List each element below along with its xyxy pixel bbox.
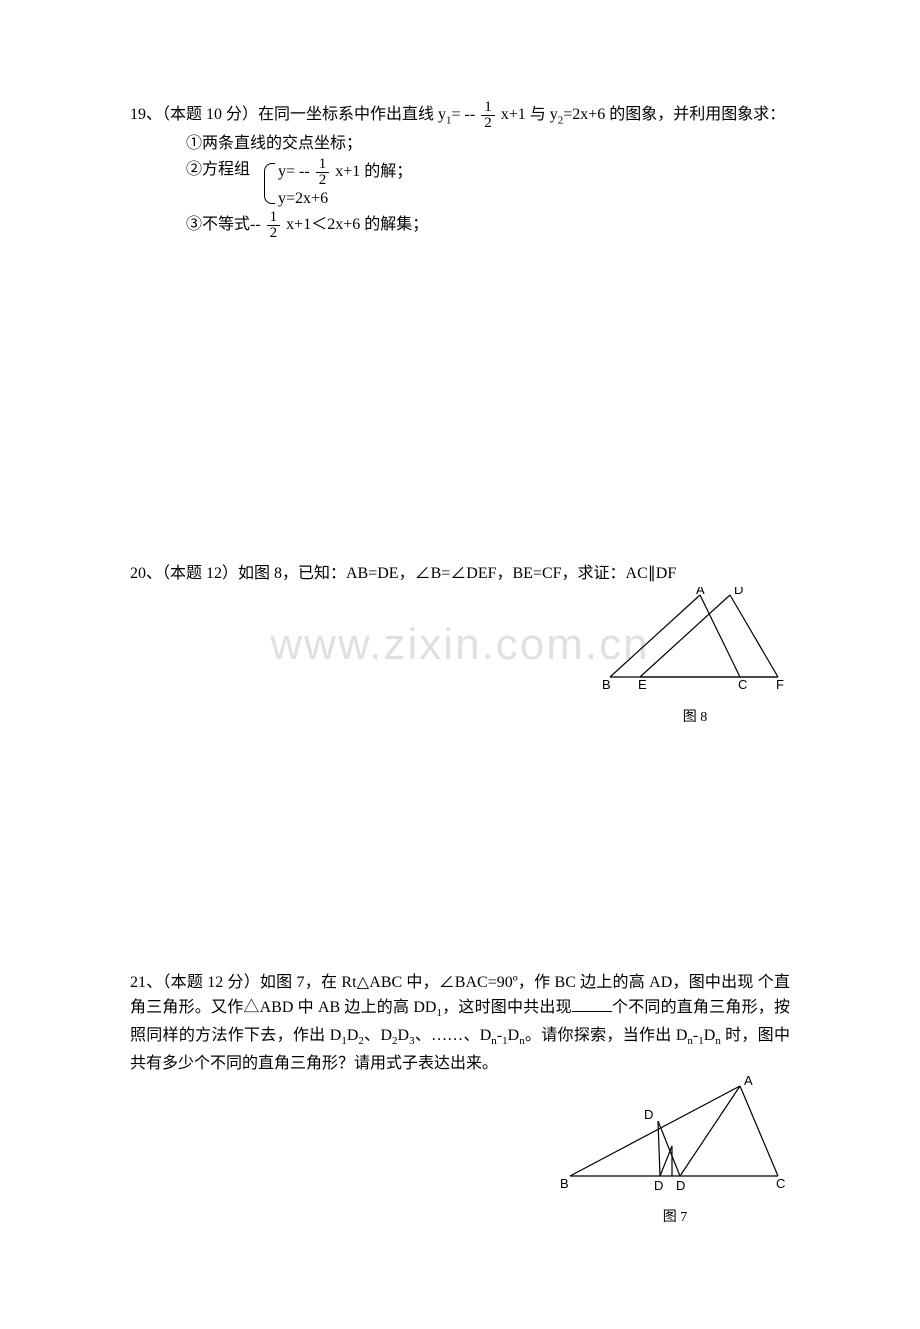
q19-line3-a: ③不等式-- [186, 216, 261, 233]
triangle-diagram-8: A D B E C F [600, 587, 790, 697]
fraction-den: 2 [267, 226, 281, 241]
ell: 、……、 [415, 1027, 480, 1044]
figure-7-caption: 图 7 [560, 1207, 790, 1229]
fraction-1: 1 2 [481, 100, 495, 131]
triangle-diagram-7: ABCDDD [560, 1076, 790, 1196]
svg-text:B: B [602, 677, 611, 692]
figure-8-caption: 图 8 [600, 707, 790, 729]
svg-text:F: F [776, 677, 784, 692]
q21-c: ，这时图中共出现 [442, 999, 572, 1016]
fraction-num: 1 [267, 210, 281, 226]
brace-eq1: y= -- 1 2 x+1 的解； [278, 157, 412, 188]
q19-text-a: 19、（本题 10 分）在同一坐标系中作出直线 y [130, 106, 446, 123]
svg-text:D: D [644, 1107, 653, 1122]
q19-text-d: =2x+6 的图象，并利用图象求： [563, 106, 785, 123]
fraction-2: 1 2 [316, 157, 330, 188]
blank-line [572, 997, 612, 1012]
question-20: 20、（本题 12）如图 8，已知：AB=DE，∠B=∠DEF，BE=CF，求证… [130, 561, 790, 730]
fraction-num: 1 [316, 157, 330, 173]
fraction-num: 1 [481, 100, 495, 116]
fraction-3: 1 2 [267, 210, 281, 241]
svg-text:A: A [696, 587, 705, 597]
brace-eq2: y=2x+6 [278, 188, 412, 210]
question-19: 19、（本题 10 分）在同一坐标系中作出直线 y 1 = -- 1 2 x+1 与… [130, 100, 790, 241]
svg-text:D: D [734, 587, 743, 597]
spacer [130, 770, 790, 970]
q19-text-c: x+1 与 y [497, 106, 558, 123]
svg-text:A: A [744, 1076, 753, 1088]
q21-text: 21、（本题 12 分）如图 7，在 Rt△ABC 中，∠BAC=90º，作 B… [130, 970, 790, 1077]
t: D [398, 1027, 410, 1044]
q19-line2: ②方程组 y= -- 1 2 x+1 的解； y=2x+6 [130, 157, 790, 210]
svg-text:B: B [560, 1176, 569, 1191]
q19-line1: ①两条直线的交点坐标； [130, 131, 790, 157]
question-21: 21、（本题 12 分）如图 7，在 Rt△ABC 中，∠BAC=90º，作 B… [130, 970, 790, 1230]
figure-7: ABCDDD 图 7 [560, 1076, 790, 1229]
q21-a: 21、（本题 12 分）如图 7，在 Rt△ABC 中，∠BAC=90º，作 B… [130, 974, 754, 991]
svg-text:C: C [738, 677, 747, 692]
svg-text:E: E [638, 677, 647, 692]
q19-line3: ③不等式-- 1 2 x+1＜2x+6 的解集； [130, 210, 790, 241]
q19-line2-pre: ②方程组 [186, 161, 250, 178]
t: D [508, 1027, 520, 1044]
q19-text-b: = -- [452, 106, 476, 123]
spacer [130, 281, 790, 561]
q19-line3-b: x+1＜2x+6 的解集； [282, 216, 428, 233]
brace-system: y= -- 1 2 x+1 的解； y=2x+6 [258, 157, 412, 210]
brace-eq1-a: y= -- [278, 163, 310, 180]
t: D [347, 1027, 359, 1044]
q20-text: 20、（本题 12）如图 8，已知：AB=DE，∠B=∠DEF，BE=CF，求证… [130, 561, 790, 587]
brace-eq1-b: x+1 的解； [331, 163, 412, 180]
fraction-den: 2 [316, 173, 330, 188]
figure-8: A D B E C F 图 8 [600, 587, 790, 730]
q21-e: 。请你探索，当作出 D [525, 1027, 688, 1044]
svg-text:D: D [654, 1178, 663, 1193]
svg-text:C: C [776, 1176, 785, 1191]
q19-header: 19、（本题 10 分）在同一坐标系中作出直线 y 1 = -- 1 2 x+1 与… [130, 100, 790, 131]
s: n [715, 1035, 721, 1047]
svg-text:D: D [676, 1178, 685, 1193]
fraction-den: 2 [481, 116, 495, 131]
t: D [704, 1027, 716, 1044]
s: 2 [358, 1035, 364, 1047]
